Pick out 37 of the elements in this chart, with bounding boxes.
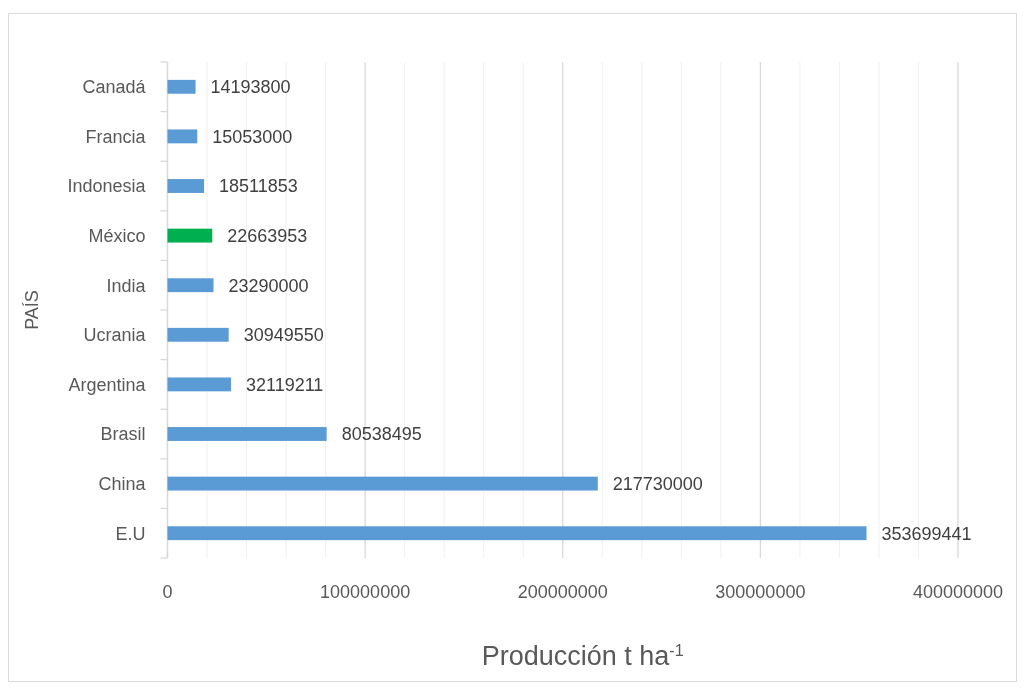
y-tick-label: E.U — [115, 523, 146, 544]
y-axis-title: PAÍS — [22, 290, 42, 330]
y-tick-label: Argentina — [68, 374, 147, 395]
x-tick-label: 200000000 — [517, 582, 608, 602]
bar — [167, 526, 867, 541]
y-tick-label: Indonesia — [67, 176, 147, 197]
data-label: 23290000 — [228, 275, 309, 296]
y-tick-label: Francia — [85, 126, 147, 147]
y-tick-label: India — [106, 275, 147, 296]
bar — [167, 377, 231, 392]
data-label: 18511853 — [219, 176, 298, 197]
data-label: 353699441 — [881, 523, 972, 544]
x-tick-label: 300000000 — [715, 582, 806, 602]
data-label: 30949550 — [243, 325, 324, 346]
data-label: 32119211 — [245, 374, 324, 395]
bar — [167, 179, 205, 193]
bar — [167, 228, 213, 243]
y-tick-label: Canadá — [82, 77, 147, 98]
bar — [167, 327, 229, 342]
data-label: 14193800 — [210, 77, 291, 98]
data-label: 217730000 — [612, 474, 703, 495]
data-label: 80538495 — [341, 424, 422, 445]
bar — [167, 476, 598, 491]
y-tick-label: China — [98, 474, 147, 495]
y-tick-label: Brasil — [100, 424, 146, 445]
data-label: 15053000 — [212, 126, 293, 147]
x-tick-label: 400000000 — [912, 582, 1004, 602]
x-tick-label: 0 — [162, 582, 173, 602]
x-tick-label: 100000000 — [320, 582, 411, 602]
bar — [167, 278, 214, 293]
y-tick-label: Ucrania — [83, 325, 147, 346]
bar — [167, 427, 327, 441]
data-label: 22663953 — [227, 226, 308, 247]
bar — [167, 79, 196, 94]
y-tick-label: México — [88, 226, 146, 247]
bar — [167, 129, 198, 144]
x-axis-title: Producción t ha$^{-1}$ — [481, 641, 684, 671]
